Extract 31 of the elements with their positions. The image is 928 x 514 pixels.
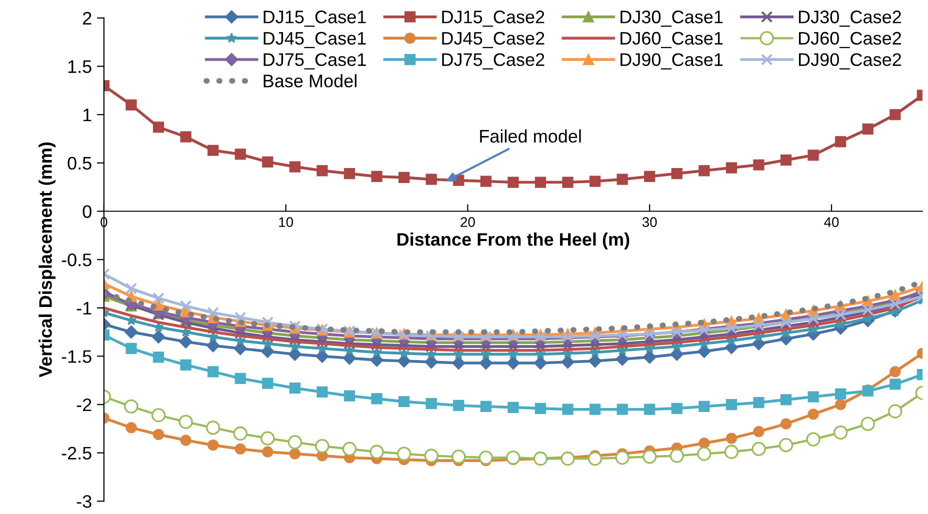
y-tick-label: 2 [83, 12, 92, 25]
legend-label: DJ45_Case1 [264, 32, 366, 48]
legend-label: DJ45_Case2 [442, 32, 544, 48]
y-tick-label: 0.5 [68, 156, 92, 170]
legend-label: DJ15_Case2 [442, 10, 544, 27]
annotation: Failed model [480, 129, 581, 143]
y-tick-label: -2.5 [62, 446, 92, 460]
y-tick-label: -3 [76, 495, 92, 508]
legend-label: DJ15_Case1 [264, 10, 366, 27]
legend-label: DJ75_Case2 [442, 53, 544, 70]
y-axis-title: Vertical Displacement (mm) [38, 142, 56, 378]
legend-label: DJ75_Case1 [264, 53, 366, 70]
x-tick-label: 10 [279, 217, 294, 228]
legend-label: DJ30_Case1 [620, 10, 723, 27]
x-tick-label: 30 [642, 217, 657, 228]
legend-label: DJ60_Case1 [620, 32, 723, 48]
y-tick-label: -1.5 [62, 350, 92, 363]
legend-label: DJ60_Case2 [798, 32, 901, 48]
x-axis-title: Distance From the Heel (m) [398, 232, 630, 250]
y-tick-label: 1.5 [68, 60, 92, 74]
legend-label: DJ90_Case1 [620, 53, 723, 70]
legend-label: DJ30_Case2 [798, 10, 901, 27]
x-tick-label: 20 [460, 217, 475, 228]
y-tick-label: -1 [76, 302, 92, 314]
legend-label: Base Model [264, 74, 356, 88]
y-tick-label: 0 [82, 205, 92, 218]
y-tick-label: -0.5 [62, 254, 92, 266]
y-tick-label: -2 [76, 398, 92, 412]
y-tick-label: 1 [83, 108, 92, 122]
legend-label: DJ90_Case2 [798, 53, 901, 70]
x-tick-label: 40 [824, 217, 839, 228]
